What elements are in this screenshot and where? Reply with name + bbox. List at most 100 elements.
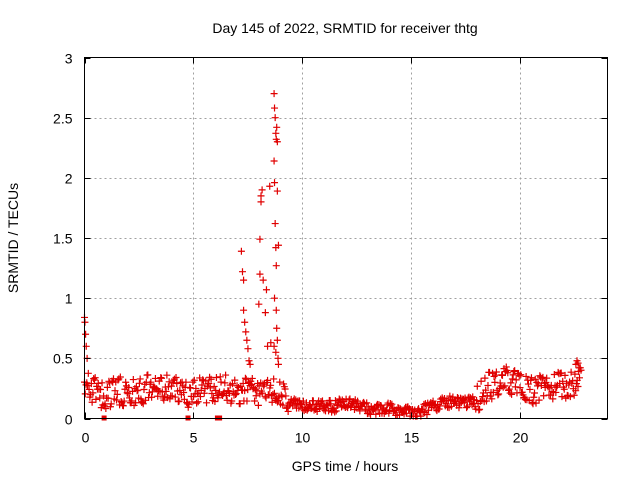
- data-point: [144, 371, 152, 379]
- data-point: [154, 387, 162, 395]
- x-axis-label: GPS time / hours: [292, 458, 399, 474]
- data-point: [208, 389, 216, 397]
- data-point: [116, 373, 124, 381]
- data-point: [331, 397, 339, 405]
- data-point: [290, 395, 298, 403]
- data-point: [566, 393, 574, 401]
- data-point: [284, 407, 292, 415]
- data-point: [122, 378, 130, 386]
- chart-title: Day 145 of 2022, SRMTID for receiver tht…: [212, 20, 477, 36]
- data-point: [190, 376, 198, 384]
- data-point: [245, 357, 253, 365]
- data-point: [276, 378, 284, 386]
- data-point: [419, 408, 427, 416]
- data-point: [527, 374, 535, 382]
- data-point: [571, 370, 579, 378]
- data-point: [198, 381, 206, 389]
- data-point: [430, 401, 438, 409]
- data-point: [508, 375, 516, 383]
- data-point: [176, 386, 184, 394]
- data-point: [210, 382, 218, 390]
- data-point: [239, 379, 247, 387]
- data-point: [173, 380, 181, 388]
- data-point: [305, 401, 313, 409]
- data-point: [271, 294, 279, 302]
- data-point: [567, 368, 575, 376]
- data-point: [243, 397, 251, 405]
- data-point: [574, 383, 582, 391]
- data-point: [517, 371, 525, 379]
- data-point: [228, 397, 236, 405]
- data-point: [261, 392, 269, 400]
- data-point: [338, 396, 346, 404]
- data-point: [283, 404, 291, 412]
- data-point: [399, 409, 407, 417]
- data-point: [120, 397, 128, 405]
- data-point: [271, 179, 279, 187]
- grid-layer: [84, 57, 608, 419]
- data-point: [560, 385, 568, 393]
- data-point: [184, 403, 192, 411]
- data-point: [331, 408, 339, 416]
- data-point: [165, 378, 173, 386]
- data-point: [88, 398, 96, 406]
- data-point: [274, 396, 282, 404]
- data-point: [270, 342, 278, 350]
- data-point: [182, 378, 190, 386]
- data-point: [475, 406, 483, 414]
- data-point: [175, 397, 183, 405]
- data-point: [240, 306, 248, 314]
- data-point: [531, 375, 539, 383]
- data-point: [279, 401, 287, 409]
- x-tick-label: 20: [513, 430, 529, 446]
- data-point: [274, 241, 282, 249]
- data-point: [490, 372, 498, 380]
- data-point: [81, 390, 89, 398]
- data-point: [281, 385, 289, 393]
- data-point: [456, 400, 464, 408]
- data-point: [515, 372, 523, 380]
- data-point: [476, 405, 484, 413]
- data-point: [148, 388, 156, 396]
- data-point: [526, 385, 534, 393]
- y-tick-label: 0: [65, 412, 73, 428]
- data-point: [180, 388, 188, 396]
- data-point: [220, 388, 228, 396]
- data-point: [203, 399, 211, 407]
- data-point: [196, 393, 204, 401]
- data-point: [92, 395, 100, 403]
- data-point: [558, 393, 566, 401]
- data-point: [542, 379, 550, 387]
- data-point: [188, 398, 196, 406]
- data-point: [273, 123, 281, 131]
- data-point: [259, 276, 267, 284]
- data-point: [507, 379, 515, 387]
- data-point: [82, 342, 90, 350]
- data-point: [550, 371, 558, 379]
- data-point: [489, 388, 497, 396]
- data-point: [565, 381, 573, 389]
- data-point: [207, 375, 215, 383]
- data-point: [163, 371, 171, 379]
- data-point: [302, 399, 310, 407]
- data-point: [124, 390, 132, 398]
- data-point: [492, 371, 500, 379]
- data-point: [96, 394, 104, 402]
- data-point: [274, 360, 282, 368]
- data-point: [113, 396, 121, 404]
- data-point: [200, 389, 208, 397]
- data-point: [356, 407, 364, 415]
- data-point: [271, 114, 279, 122]
- data-point: [237, 247, 245, 255]
- data-point: [244, 386, 252, 394]
- data-point: [273, 138, 281, 146]
- data-point: [128, 397, 136, 405]
- data-point: [270, 389, 278, 397]
- data-point: [501, 382, 509, 390]
- data-point: [231, 376, 239, 384]
- data-point: [482, 386, 490, 394]
- x-tick-label: 15: [404, 430, 420, 446]
- data-point: [103, 383, 111, 391]
- data-point: [136, 375, 144, 383]
- data-point: [228, 380, 236, 388]
